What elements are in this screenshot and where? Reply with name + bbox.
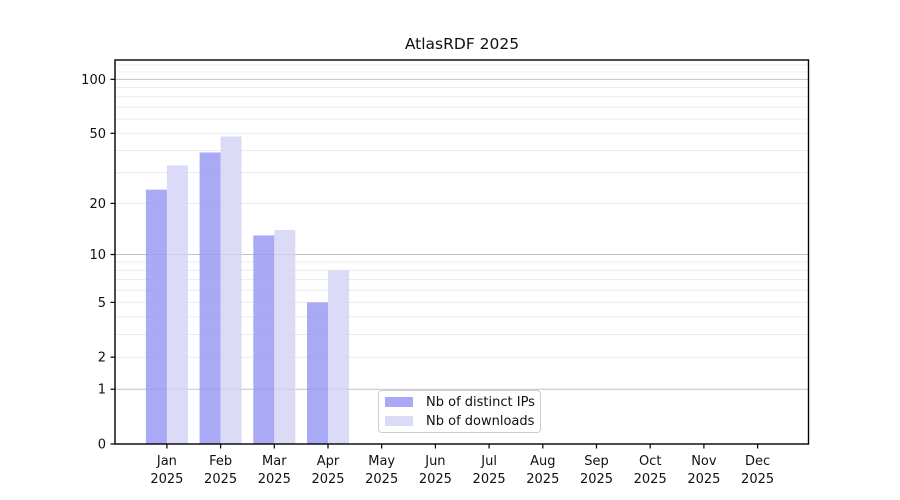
chart-title: AtlasRDF 2025 bbox=[404, 35, 520, 53]
x-tick-label-month-jul: Jul bbox=[480, 454, 497, 469]
x-tick-label-month-nov: Nov bbox=[691, 454, 717, 469]
x-tick-label-year-mar: 2025 bbox=[258, 472, 291, 487]
legend-box: Nb of distinct IPs Nb of downloads bbox=[378, 390, 541, 433]
y-tick-label-5: 5 bbox=[98, 296, 106, 311]
y-tick-label-1: 1 bbox=[98, 383, 106, 398]
x-tick-label-year-jan: 2025 bbox=[150, 472, 183, 487]
bar-nb-of-downloads-mar bbox=[274, 230, 296, 444]
bar-nb-of-downloads-feb bbox=[220, 136, 242, 444]
bar-nb-of-downloads-jan bbox=[166, 165, 188, 444]
x-tick-label-year-sep: 2025 bbox=[580, 472, 613, 487]
x-tick-label-year-feb: 2025 bbox=[204, 472, 237, 487]
legend-label-downloads: Nb of downloads bbox=[426, 413, 535, 429]
x-tick-label-year-jun: 2025 bbox=[419, 472, 452, 487]
x-tick-label-month-may: May bbox=[368, 454, 395, 469]
x-tick-label-year-dec: 2025 bbox=[741, 472, 774, 487]
bar-nb-of-distinct-ips-jan bbox=[145, 189, 167, 444]
y-tick-label-2: 2 bbox=[98, 351, 106, 366]
x-tick-label-month-mar: Mar bbox=[262, 454, 287, 469]
x-tick-label-month-dec: Dec bbox=[745, 454, 770, 469]
x-tick-label-year-nov: 2025 bbox=[687, 472, 720, 487]
legend-swatch-distinct-ips bbox=[385, 397, 413, 407]
y-tick-label-0: 0 bbox=[98, 438, 106, 453]
x-tick-label-month-sep: Sep bbox=[584, 454, 609, 469]
bar-nb-of-distinct-ips-mar bbox=[253, 235, 275, 444]
legend-item-downloads: Nb of downloads bbox=[385, 413, 540, 429]
x-tick-label-month-apr: Apr bbox=[317, 454, 340, 469]
bar-nb-of-distinct-ips-feb bbox=[199, 152, 221, 444]
x-tick-label-year-jul: 2025 bbox=[473, 472, 506, 487]
x-tick-label-year-oct: 2025 bbox=[634, 472, 667, 487]
legend-label-distinct-ips: Nb of distinct IPs bbox=[426, 394, 535, 410]
y-tick-label-10: 10 bbox=[89, 248, 106, 263]
x-tick-label-year-apr: 2025 bbox=[311, 472, 344, 487]
y-tick-label-50: 50 bbox=[89, 127, 106, 142]
x-tick-label-year-may: 2025 bbox=[365, 472, 398, 487]
bar-nb-of-distinct-ips-apr bbox=[307, 302, 328, 444]
x-tick-label-year-aug: 2025 bbox=[526, 472, 559, 487]
x-tick-label-month-oct: Oct bbox=[639, 454, 661, 469]
x-tick-label-month-jan: Jan bbox=[156, 454, 177, 469]
legend-item-distinct-ips: Nb of distinct IPs bbox=[385, 394, 540, 410]
y-tick-label-100: 100 bbox=[81, 73, 106, 88]
y-tick-label-20: 20 bbox=[89, 197, 106, 212]
x-tick-label-month-aug: Aug bbox=[530, 454, 555, 469]
x-tick-label-month-feb: Feb bbox=[209, 454, 232, 469]
axes-frame bbox=[114, 59, 810, 445]
legend-swatch-downloads bbox=[385, 416, 413, 426]
x-tick-label-month-jun: Jun bbox=[424, 454, 445, 469]
bar-nb-of-downloads-apr bbox=[328, 270, 349, 444]
